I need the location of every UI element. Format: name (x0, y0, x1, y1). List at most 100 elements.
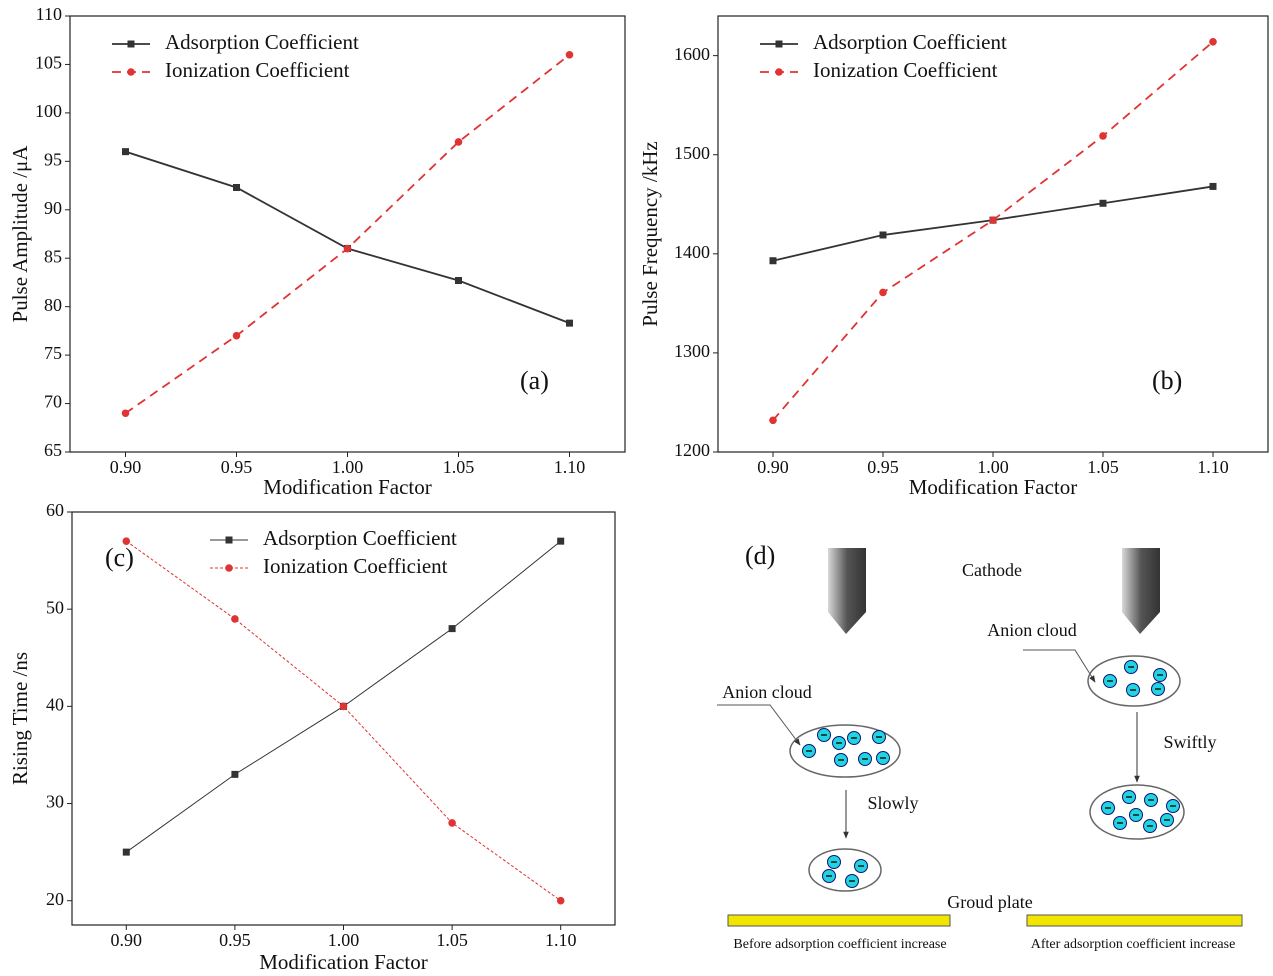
data-point (122, 537, 131, 545)
cathode (828, 548, 866, 634)
cathode (1122, 548, 1160, 634)
data-point (1209, 182, 1217, 190)
y-tick-label: 105 (35, 53, 62, 73)
anion-cloud (1089, 784, 1185, 840)
ground-plate (1026, 914, 1243, 927)
data-point (231, 615, 239, 623)
x-tick-label: 0.95 (867, 457, 899, 477)
x-axis-label: Modification Factor (909, 475, 1078, 499)
data-point (233, 183, 240, 191)
y-tick-label: 60 (46, 500, 64, 520)
data-point (1099, 132, 1107, 140)
panel-label: (a) (520, 366, 549, 395)
x-tick-label: 1.05 (443, 457, 475, 477)
legend-marker (127, 40, 135, 48)
series-line (772, 41, 1214, 421)
legend-label: Adsorption Coefficient (263, 526, 457, 550)
data-point (769, 416, 777, 425)
data-point (448, 819, 456, 827)
y-tick-label: 1600 (674, 44, 710, 64)
data-point (556, 896, 565, 905)
plate-label: Groud plate (947, 892, 1032, 912)
y-tick-label: 1300 (674, 341, 710, 361)
y-tick-label: 80 (44, 295, 62, 315)
pointer (1023, 649, 1096, 683)
data-point (455, 277, 462, 285)
y-tick-label: 110 (36, 4, 62, 24)
data-point (122, 848, 130, 856)
y-tick-label: 50 (46, 597, 64, 617)
data-point (232, 331, 241, 340)
data-point (231, 770, 239, 778)
x-axis-label: Modification Factor (263, 475, 432, 499)
y-tick-label: 90 (44, 198, 62, 218)
y-tick-label: 40 (46, 694, 64, 714)
data-point (339, 702, 348, 711)
y-tick-label: 65 (44, 440, 62, 460)
motion-label: Swiftly (1163, 732, 1216, 752)
cloud-label: Anion cloud (987, 620, 1077, 640)
y-tick-label: 30 (46, 792, 64, 812)
y-tick-label: 95 (44, 149, 62, 169)
y-tick-label: 85 (44, 246, 62, 266)
data-point (121, 409, 130, 418)
y-tick-label: 1500 (674, 143, 710, 163)
anion-cloud (789, 724, 901, 778)
y-tick-label: 1400 (674, 242, 710, 262)
data-point (879, 231, 887, 239)
data-point (769, 257, 777, 265)
x-axis-label: Modification Factor (259, 950, 428, 974)
x-tick-label: 1.00 (977, 457, 1009, 477)
y-tick-label: 20 (46, 889, 64, 909)
legend-marker (127, 68, 135, 76)
x-tick-label: 0.95 (221, 457, 253, 477)
x-tick-label: 1.05 (1087, 457, 1119, 477)
x-tick-label: 1.10 (1197, 457, 1229, 477)
legend-label: Adsorption Coefficient (165, 30, 359, 54)
data-point (879, 288, 887, 297)
legend-marker (775, 40, 783, 48)
legend-label: Adsorption Coefficient (813, 30, 1007, 54)
caption: Before adsorption coefficient increase (733, 937, 946, 952)
data-point (454, 138, 463, 146)
x-tick-label: 0.95 (219, 930, 251, 950)
legend-label: Ionization Coefficient (165, 58, 350, 82)
series-line (125, 150, 570, 324)
data-point (448, 625, 456, 633)
x-tick-label: 0.90 (110, 457, 142, 477)
pointer (717, 704, 801, 746)
data-point (989, 216, 997, 224)
diagram: (d) Cathode Anion cloud Anion cloud Slow… (717, 541, 1243, 952)
data-point (1099, 199, 1107, 207)
x-tick-label: 0.90 (757, 457, 789, 477)
cathode-label: Cathode (962, 560, 1022, 580)
y-axis-label: Pulse Amplitude /μA (8, 145, 32, 323)
legend-marker (775, 68, 783, 76)
y-tick-label: 75 (44, 343, 62, 363)
panel-label: (c) (105, 543, 134, 572)
motion-label: Slowly (867, 793, 918, 813)
data-point (343, 244, 352, 253)
data-point (565, 50, 574, 59)
series-line (124, 54, 571, 414)
legend-marker (225, 536, 233, 544)
y-tick-label: 1200 (674, 440, 710, 460)
x-tick-label: 1.00 (328, 930, 360, 950)
ground-plate (727, 914, 951, 927)
legend-marker (225, 564, 233, 572)
y-tick-label: 70 (44, 392, 62, 412)
anion-cloud (1087, 655, 1181, 707)
x-tick-label: 1.00 (332, 457, 364, 477)
panel-label: (b) (1152, 366, 1182, 395)
x-tick-label: 1.10 (545, 930, 577, 950)
y-axis-label: Pulse Frequency /kHz (638, 141, 662, 326)
y-tick-label: 100 (35, 101, 62, 121)
legend-label: Ionization Coefficient (263, 554, 448, 578)
anion-cloud (808, 848, 882, 892)
data-point (566, 319, 573, 327)
legend-label: Ionization Coefficient (813, 58, 998, 82)
x-tick-label: 0.90 (111, 930, 143, 950)
x-tick-label: 1.05 (436, 930, 468, 950)
data-point (122, 148, 129, 156)
